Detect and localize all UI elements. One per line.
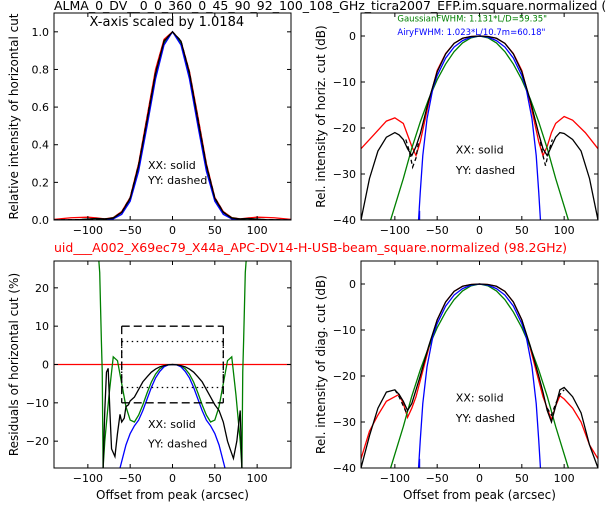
series-line-p2-0 <box>361 35 598 158</box>
x-tick-label: 0 <box>169 472 176 485</box>
series-group <box>54 30 291 220</box>
x-tick-label: 50 <box>208 472 222 485</box>
x-tick-label: −100 <box>73 224 103 237</box>
series-line-p2-2 <box>417 35 542 220</box>
annotation-text: YY: dashed <box>455 164 515 177</box>
x-axis-label: Offset from peak (arcsec) <box>96 488 249 502</box>
y-tick-label: 20 <box>35 282 49 295</box>
x-tick-label: −50 <box>426 224 449 237</box>
y-tick-label: −10 <box>333 324 356 337</box>
middle-title: uid___A002_X69ec79_X44a_APC-DV14-H-USB-b… <box>54 240 567 255</box>
series-line-p4-4 <box>394 389 409 416</box>
series-line-p3-5 <box>102 363 243 468</box>
annotation-text: YY: dashed <box>147 174 207 187</box>
x-tick-label: 0 <box>476 224 483 237</box>
y-tick-label: 0 <box>349 278 356 291</box>
series-group <box>361 283 598 468</box>
annotation-text: XX: solid <box>456 391 504 404</box>
series-line-p4-5 <box>546 389 565 417</box>
y-tick-label: 1.0 <box>32 26 50 39</box>
series-line-p2-3 <box>361 35 598 220</box>
series-line-p1-4 <box>54 30 291 220</box>
series-line-p4-1 <box>390 283 570 468</box>
x-tick-label: −100 <box>73 472 103 485</box>
series-line-p1-1 <box>54 30 291 220</box>
y-tick-label: −30 <box>333 168 356 181</box>
y-tick-label: −20 <box>333 122 356 135</box>
series-line-p1-2 <box>54 30 291 220</box>
x-tick-label: 100 <box>247 472 268 485</box>
y-tick-label: 0.0 <box>32 214 50 227</box>
series-line-p1-0 <box>54 30 291 220</box>
y-tick-label: 0 <box>42 359 49 372</box>
annotation-text: YY: dashed <box>455 412 515 425</box>
y-tick-label: 0 <box>349 30 356 43</box>
plot-frame <box>53 12 292 221</box>
series-line-p4-3 <box>361 283 598 468</box>
series-line-p4-2 <box>417 283 542 468</box>
annotation-text: XX: solid <box>456 143 504 156</box>
y-tick-label: 0.8 <box>32 63 50 76</box>
plot-frame <box>360 260 599 469</box>
x-tick-label: −50 <box>119 224 142 237</box>
x-tick-label: −50 <box>426 472 449 485</box>
x-tick-label: 50 <box>515 472 529 485</box>
y-axis-label: Residuals of horizontal cut (%) <box>7 273 21 456</box>
x-tick-label: −100 <box>380 472 410 485</box>
series-line-p3-4 <box>119 363 226 468</box>
plot-frame <box>360 12 599 221</box>
series-line-p1-3 <box>54 30 291 220</box>
x-axis-label: Offset from peak (arcsec) <box>403 488 556 502</box>
series-line-p2-4 <box>405 139 420 170</box>
x-tick-label: 50 <box>515 224 529 237</box>
annotation-text: AiryFWHM: 1.023*L/10.7m=60.18" <box>397 28 545 38</box>
series-line-p3-1 <box>98 261 104 468</box>
annotation-text: GaussianFWHM: 1.131*L/D=59.35" <box>397 14 547 24</box>
chart-p1: −100 −50 0 50 100 0.0 0.2 0.4 0.6 0.8 1.0 Relative … <box>7 12 292 237</box>
series-line-p2-1 <box>390 35 570 220</box>
x-tick-label: −50 <box>119 472 142 485</box>
y-tick-label: 0.2 <box>32 176 50 189</box>
y-axis-label: Rel. intensity of horiz. cut (dB) <box>314 25 328 207</box>
annotation-text: XX: solid <box>148 418 196 431</box>
y-tick-label: −20 <box>26 435 49 448</box>
y-tick-label: −10 <box>333 76 356 89</box>
x-tick-label: −100 <box>380 224 410 237</box>
series-group <box>361 35 598 220</box>
x-tick-label: 100 <box>554 224 575 237</box>
y-axis-label: Relative intensity of horizontal cut <box>7 13 21 219</box>
top-title: ALMA_0_DV__0_0_360_0_45_90_92_100_108_GH… <box>54 0 606 13</box>
x-tick-label: 100 <box>247 224 268 237</box>
series-line-p3-3 <box>241 261 247 468</box>
annotation-text: YY: dashed <box>147 437 207 450</box>
y-tick-label: −10 <box>26 397 49 410</box>
y-axis-label: Rel. intensity of diag. cut (dB) <box>314 275 328 454</box>
annotation-text: X-axis scaled by 1.0184 <box>90 15 245 30</box>
y-tick-label: 0.4 <box>32 139 50 152</box>
x-tick-label: 0 <box>169 224 176 237</box>
y-tick-label: −40 <box>333 214 356 227</box>
series-group <box>54 261 291 468</box>
y-tick-label: −40 <box>333 462 356 475</box>
series-line-p2-5 <box>539 139 553 166</box>
y-tick-label: 10 <box>35 320 49 333</box>
series-line-p4-0 <box>361 283 598 460</box>
x-tick-label: 100 <box>554 472 575 485</box>
x-tick-label: 50 <box>208 224 222 237</box>
annotation-text: XX: solid <box>148 159 196 172</box>
y-tick-label: −20 <box>333 370 356 383</box>
x-tick-label: 0 <box>476 472 483 485</box>
y-tick-label: 0.6 <box>32 101 50 114</box>
y-tick-label: −30 <box>333 416 356 429</box>
